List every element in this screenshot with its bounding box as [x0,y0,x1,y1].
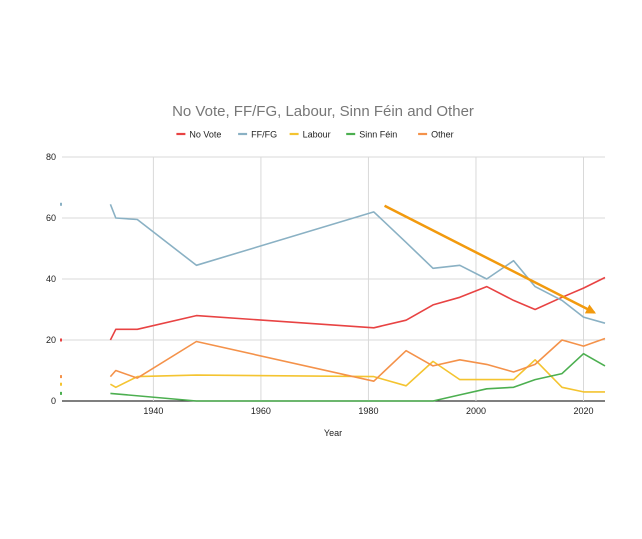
annotation [384,204,597,314]
y-tick-label: 20 [46,335,56,345]
series-edge-marker-labour [60,382,62,386]
y-tick-label: 40 [46,274,56,284]
legend-label-sinn-fein: Sinn Féin [359,130,397,140]
series-edge-marker-ff-fg [60,202,62,206]
y-tick-label: 60 [46,213,56,223]
series-lines [60,202,606,402]
legend-label-labour: Labour [303,130,331,140]
series-line-labour [110,358,605,393]
series-edge-marker-sinn-fein [60,391,62,395]
x-tick-label: 2020 [573,406,593,416]
chart-title: No Vote, FF/FG, Labour, Sinn Féin and Ot… [172,103,474,120]
series-edge-marker-no-vote [60,338,62,342]
series-line-no-vote [109,276,606,341]
grid [62,156,605,402]
series-line-sinn-fein [110,352,606,402]
legend-label-other: Other [431,130,454,140]
y-axis: 0 20 40 60 80 [46,152,56,406]
legend-label-ff-fg: FF/FG [251,130,277,140]
x-tick-label: 2000 [466,406,486,416]
legend: No Vote FF/FG Labour Sinn Féin Other [176,130,454,140]
trend-arrow [384,204,597,314]
legend-label-no-vote: No Vote [189,130,221,140]
x-tick-label: 1980 [358,406,378,416]
x-axis-label: Year [324,428,342,438]
y-tick-label: 0 [51,396,56,406]
series-edge-marker-other [60,375,62,379]
x-tick-label: 1960 [251,406,271,416]
series-line-ff-fg [109,204,606,324]
y-tick-label: 80 [46,152,56,162]
x-tick-label: 1940 [143,406,163,416]
series-line-other [109,337,606,383]
x-axis: 1940 1960 1980 2000 2020 [143,406,593,416]
